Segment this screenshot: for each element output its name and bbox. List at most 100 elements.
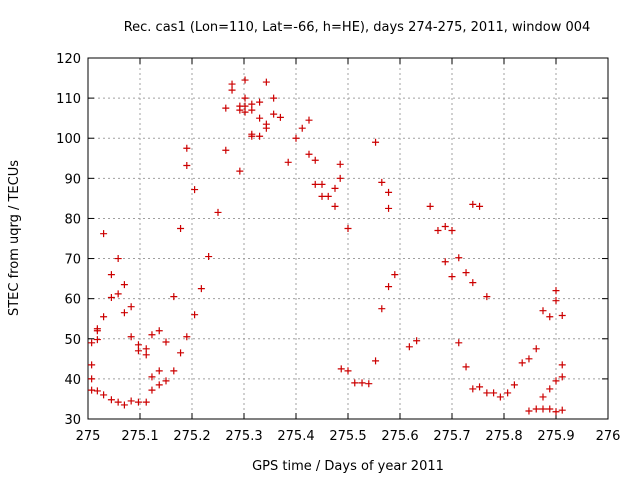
data-point: [142, 351, 150, 359]
data-point: [155, 367, 163, 375]
x-tick-label: 275.8: [485, 429, 522, 444]
data-point: [100, 230, 108, 238]
data-point: [378, 178, 386, 186]
x-tick-label: 275.6: [381, 429, 418, 444]
data-point: [248, 100, 256, 108]
data-point: [441, 258, 449, 266]
data-point: [262, 78, 270, 86]
data-point: [469, 279, 477, 287]
data-point: [476, 383, 484, 391]
x-tick-label: 276: [596, 429, 621, 444]
data-point: [114, 290, 122, 298]
data-point: [107, 293, 115, 301]
data-point: [236, 167, 244, 175]
data-point: [162, 377, 170, 385]
data-point: [462, 269, 470, 277]
data-point: [405, 343, 413, 351]
data-point: [448, 226, 456, 234]
data-point: [305, 116, 313, 124]
data-point: [93, 336, 101, 344]
data-point: [298, 124, 306, 132]
data-point: [256, 98, 264, 106]
y-tick-label: 70: [64, 253, 81, 268]
y-tick-label: 80: [64, 212, 81, 227]
axis-ticks: 275 275.1 275.2 275.3 275.4 275.5 275.6 275.7 27…: [56, 52, 620, 444]
data-point: [205, 253, 213, 261]
data-point: [518, 359, 526, 367]
data-point: [496, 393, 504, 401]
data-point: [127, 333, 135, 341]
data-point: [100, 391, 108, 399]
data-point: [311, 156, 319, 164]
data-point: [214, 208, 222, 216]
data-point: [365, 380, 373, 388]
data-point: [93, 387, 101, 395]
data-point: [241, 94, 249, 102]
data-point: [469, 200, 477, 208]
data-point: [324, 192, 332, 200]
data-point: [222, 146, 230, 154]
data-point: [318, 192, 326, 200]
data-point: [248, 132, 256, 140]
data-point: [336, 174, 344, 182]
data-point: [100, 313, 108, 321]
data-point: [248, 106, 256, 114]
data-point: [510, 381, 518, 389]
data-point: [114, 255, 122, 263]
x-tick-label: 275.9: [537, 429, 574, 444]
y-axis-label: STEC from uqrg / TECUs: [7, 160, 22, 316]
x-tick-label: 275.2: [173, 429, 210, 444]
data-point: [114, 398, 122, 406]
data-point: [385, 283, 393, 291]
data-point: [469, 385, 477, 393]
data-point: [127, 303, 135, 311]
data-point: [539, 393, 547, 401]
data-point: [385, 188, 393, 196]
data-point: [142, 398, 150, 406]
data-point: [276, 113, 284, 121]
data-point: [455, 339, 463, 347]
data-point: [162, 338, 170, 346]
data-point: [292, 134, 300, 142]
data-point: [93, 325, 101, 333]
data-point: [525, 355, 533, 363]
data-point: [311, 180, 319, 188]
data-point: [372, 357, 380, 365]
data-point: [372, 138, 380, 146]
data-point: [441, 222, 449, 230]
data-point: [241, 102, 249, 110]
data-point: [344, 367, 352, 375]
data-point: [331, 184, 339, 192]
data-points: [88, 76, 566, 416]
data-point: [148, 386, 156, 394]
data-point: [142, 345, 150, 353]
data-point: [448, 273, 456, 281]
x-tick-label: 275: [76, 429, 101, 444]
data-point: [483, 293, 491, 301]
data-point: [483, 389, 491, 397]
data-point: [351, 379, 359, 387]
x-tick-label: 275.1: [121, 429, 158, 444]
data-point: [318, 180, 326, 188]
data-point: [177, 224, 185, 232]
data-point: [504, 389, 512, 397]
chart-title: Rec. cas1 (Lon=110, Lat=-66, h=HE), days…: [124, 20, 591, 35]
data-point: [344, 224, 352, 232]
data-point: [270, 110, 278, 118]
data-point: [558, 373, 566, 381]
data-point: [552, 377, 560, 385]
data-point: [490, 389, 498, 397]
x-tick-label: 275.4: [277, 429, 314, 444]
y-tick-label: 40: [64, 373, 81, 388]
data-point: [256, 114, 264, 122]
x-tick-label: 275.5: [329, 429, 366, 444]
data-point: [391, 271, 399, 279]
data-point: [256, 132, 264, 140]
y-tick-label: 110: [56, 92, 81, 107]
data-point: [107, 396, 115, 404]
data-point: [378, 305, 386, 313]
data-point: [558, 406, 566, 414]
data-point: [88, 361, 96, 369]
data-point: [120, 309, 128, 317]
data-point: [262, 124, 270, 132]
